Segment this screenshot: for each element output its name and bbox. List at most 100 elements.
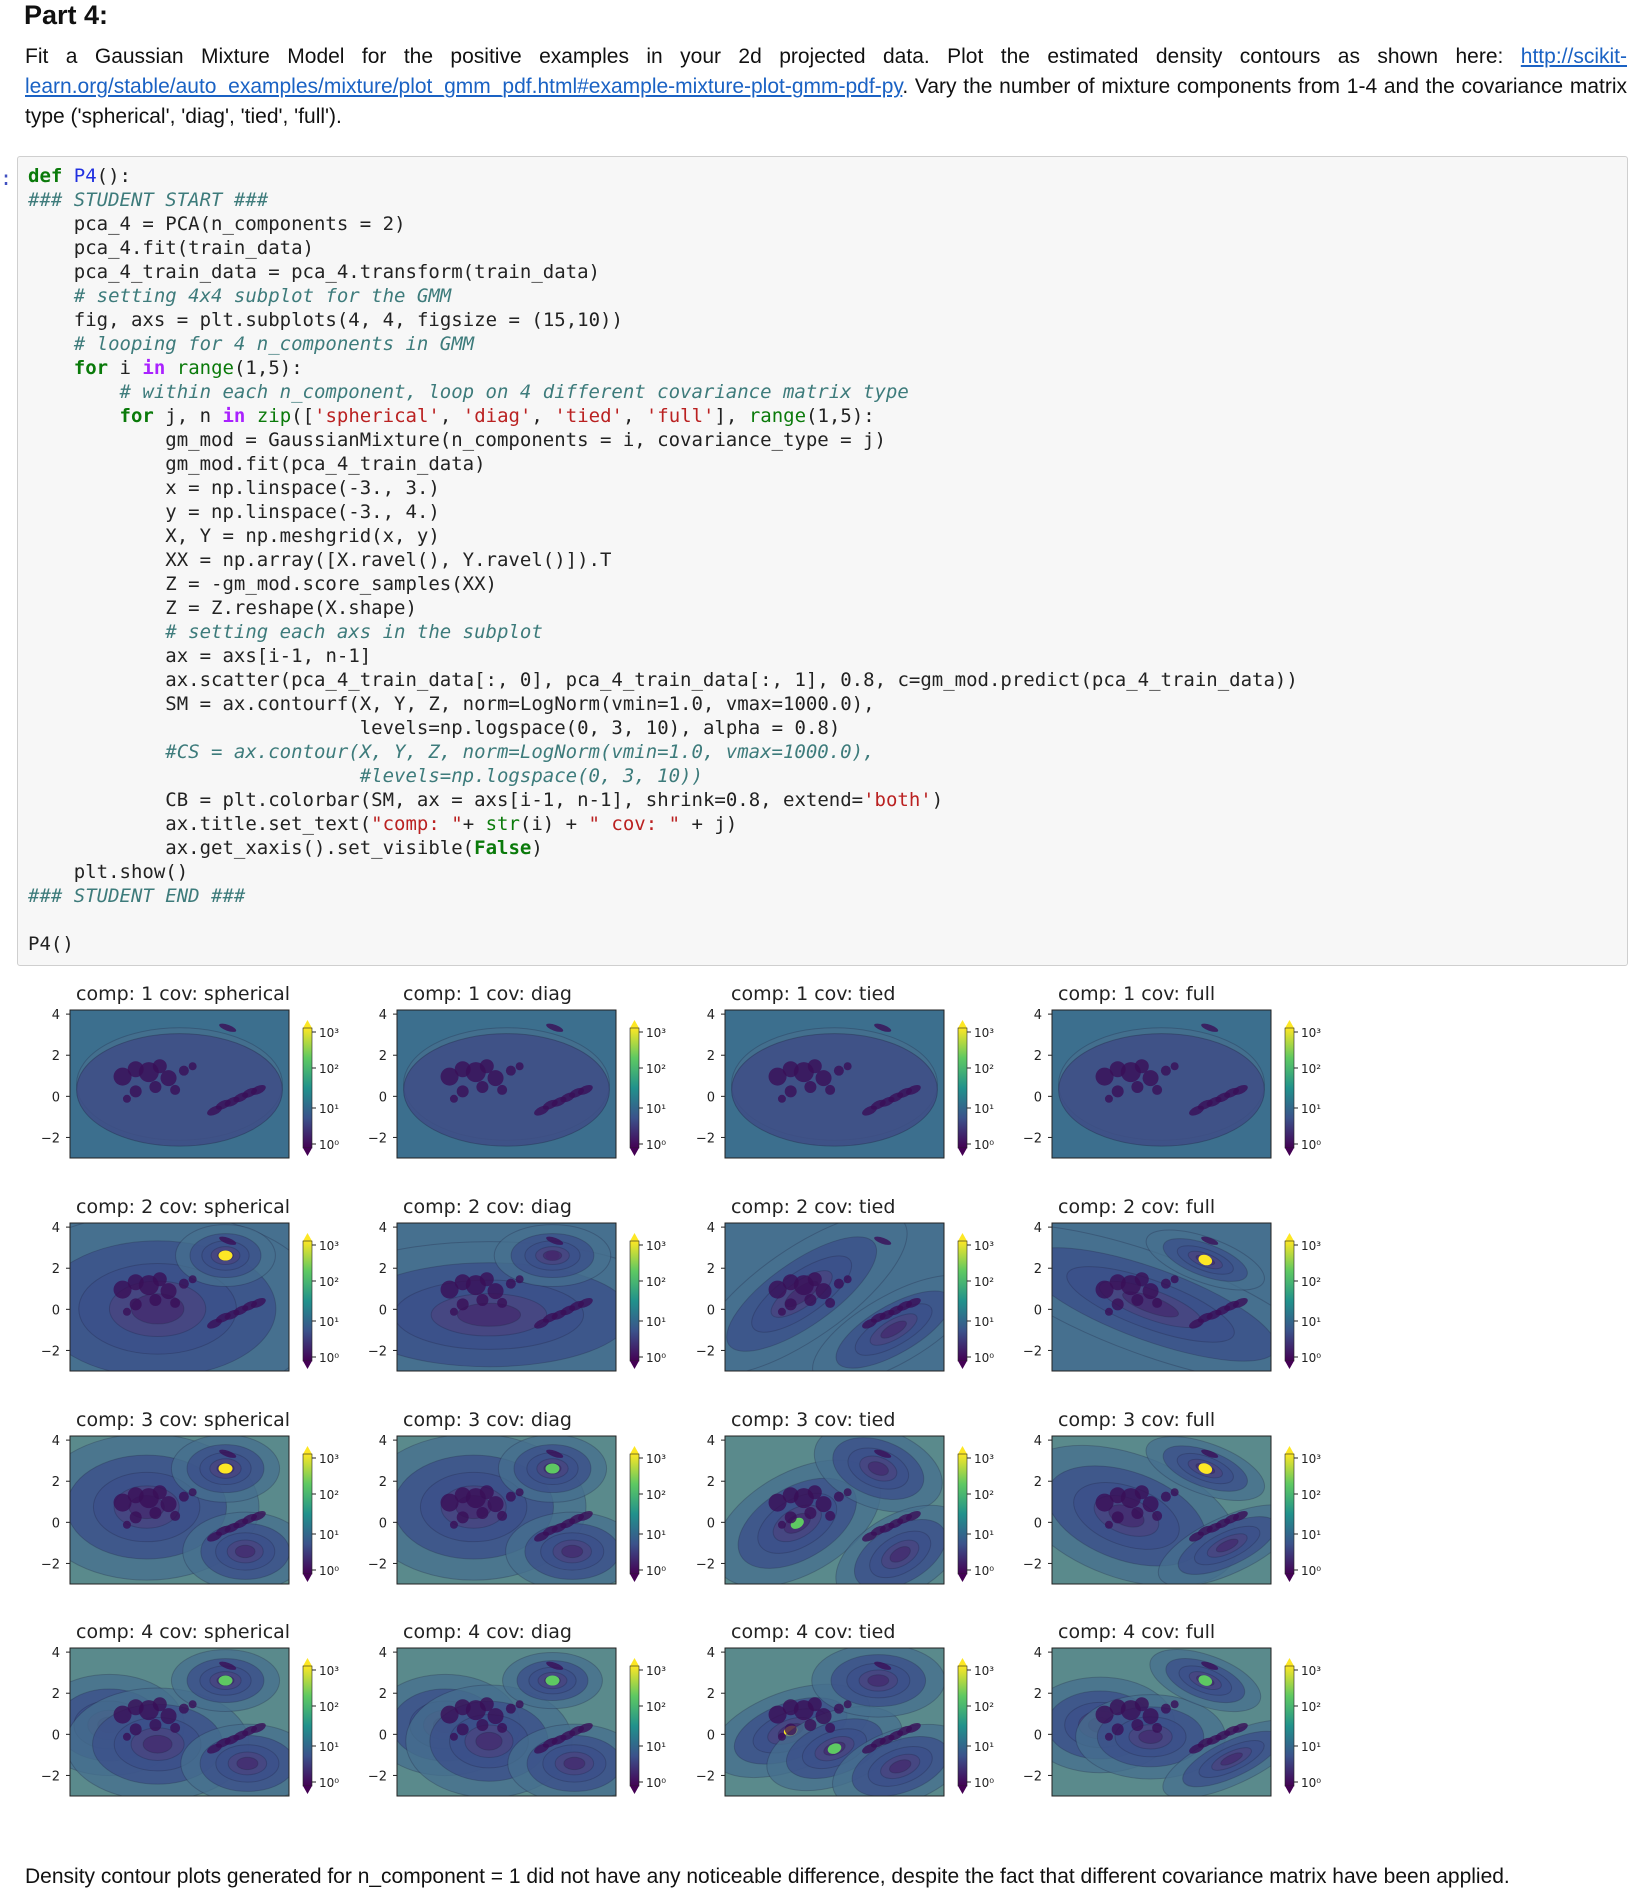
colorbar-tick-label: 10⁰ bbox=[319, 1351, 339, 1365]
y-tick-label: 2 bbox=[707, 1049, 715, 1064]
data-point-cluster bbox=[807, 1485, 822, 1500]
subplot-area bbox=[397, 1010, 616, 1158]
code-line: ax.get_xaxis().set_visible(False) bbox=[28, 836, 1298, 860]
data-point-cluster bbox=[1104, 1094, 1113, 1103]
colorbar-tick-label: 10¹ bbox=[974, 1315, 994, 1329]
code-token: plt.show() bbox=[28, 861, 189, 883]
data-point-cluster bbox=[768, 1280, 787, 1299]
sklearn-link[interactable]: http://scikit-learn.org/stable/auto_exam… bbox=[25, 45, 1627, 98]
subplot-area bbox=[725, 1010, 944, 1158]
code-editor[interactable]: def P4(): ### STUDENT START ### pca_4 = P… bbox=[28, 164, 1298, 956]
colorbar-extend-bottom bbox=[630, 1574, 639, 1582]
density-contour bbox=[889, 1759, 912, 1774]
code-line: pca_4 = PCA(n_components = 2) bbox=[28, 212, 1298, 236]
data-point-cluster bbox=[149, 1506, 162, 1519]
colorbar-extend-bottom bbox=[958, 1574, 967, 1582]
code-token: ([ bbox=[291, 405, 315, 427]
y-tick-label: 0 bbox=[707, 1090, 715, 1105]
code-cell[interactable]: def P4(): ### STUDENT START ### pca_4 = P… bbox=[17, 156, 1628, 966]
y-tick-label: −2 bbox=[368, 1557, 387, 1572]
code-token: ax = axs[i- bbox=[28, 645, 292, 667]
code-token: XX = np.array([X.ravel(), Y.ravel()]).T bbox=[28, 549, 612, 571]
code-token: ): bbox=[279, 357, 303, 379]
y-tick-label: 4 bbox=[707, 1646, 715, 1661]
data-point-cluster bbox=[219, 1449, 237, 1458]
data-point-cluster bbox=[1160, 1491, 1171, 1502]
subplot-panel: comp: 2 cov: diag 4 2 0 −2 10³ 10² 10¹ 10⁰ bbox=[368, 1196, 666, 1372]
code-token bbox=[62, 165, 73, 187]
code-token: 4. bbox=[405, 501, 429, 523]
data-point-cluster bbox=[149, 1718, 162, 1731]
code-token: #CS = ax.contour(X, Y, Z, norm=LogNorm(v… bbox=[28, 741, 875, 763]
data-point-cluster bbox=[784, 1085, 797, 1098]
code-token: + j) bbox=[680, 813, 738, 835]
data-point-cluster bbox=[874, 1661, 892, 1670]
code-token: #levels=np.logspace(0, 3, 10)) bbox=[28, 765, 703, 787]
intro-text-end: . Vary the number of mixture components … bbox=[25, 75, 1627, 128]
colorbar-extend-bottom bbox=[630, 1786, 639, 1794]
code-line: x = np.linspace(-3., 3.) bbox=[28, 476, 1298, 500]
density-contour bbox=[563, 1756, 586, 1771]
data-point-cluster bbox=[1152, 1084, 1163, 1095]
data-point-cluster bbox=[807, 1272, 822, 1287]
code-token: ) bbox=[931, 789, 944, 811]
data-point-cluster bbox=[497, 1084, 508, 1095]
y-tick-label: 0 bbox=[379, 1303, 387, 1318]
colorbar bbox=[957, 1665, 968, 1787]
data-point-cluster bbox=[449, 1307, 458, 1316]
code-token: # setting 4x4 subplot for the GMM bbox=[28, 285, 452, 307]
data-point-cluster bbox=[784, 1511, 797, 1524]
y-tick-label: 0 bbox=[707, 1303, 715, 1318]
subplot-frame bbox=[1051, 1222, 1272, 1372]
code-line: # looping for 4 n_components in GMM bbox=[28, 332, 1298, 356]
data-point-cluster bbox=[129, 1723, 142, 1736]
y-tick-label: 2 bbox=[52, 1475, 60, 1490]
subplot-panel: comp: 1 cov: full 4 2 0 −2 10³ 10² 10¹ 10⁰ bbox=[1023, 983, 1321, 1159]
code-token: 'diag' bbox=[462, 405, 532, 427]
colorbar bbox=[302, 1027, 313, 1149]
data-point-cluster bbox=[219, 1023, 237, 1032]
colorbar-tick-label: 10¹ bbox=[646, 1315, 666, 1329]
code-token: Z = -gm_mod.score_samples(XX) bbox=[28, 573, 497, 595]
y-tick-label: 2 bbox=[1034, 1262, 1042, 1277]
data-point-cluster bbox=[497, 1722, 508, 1733]
y-tick-label: −2 bbox=[696, 1131, 715, 1146]
y-tick-label: −2 bbox=[696, 1344, 715, 1359]
data-point-cluster bbox=[804, 1080, 817, 1093]
code-line: XX = np.array([X.ravel(), Y.ravel()]).T bbox=[28, 548, 1298, 572]
code-token: , n- bbox=[302, 645, 349, 667]
density-peak bbox=[545, 1675, 560, 1686]
y-tick-label: −2 bbox=[696, 1557, 715, 1572]
y-tick-label: 4 bbox=[52, 1008, 60, 1023]
data-point-cluster bbox=[479, 1272, 494, 1287]
y-tick-label: 2 bbox=[1034, 1475, 1042, 1490]
y-tick-label: 4 bbox=[379, 1221, 387, 1236]
data-point-cluster bbox=[777, 1307, 786, 1316]
data-point-cluster bbox=[188, 1488, 197, 1497]
colorbar-tick-label: 10³ bbox=[974, 1452, 994, 1466]
data-point-cluster bbox=[456, 1723, 469, 1736]
colorbar-tick-label: 10¹ bbox=[319, 1315, 339, 1329]
y-tick-label: 4 bbox=[52, 1646, 60, 1661]
y-tick-label: −2 bbox=[41, 1344, 60, 1359]
data-point-cluster bbox=[476, 1718, 489, 1731]
data-point-cluster bbox=[546, 1236, 564, 1245]
y-tick-label: −2 bbox=[1023, 1557, 1042, 1572]
colorbar-extend-bottom bbox=[303, 1786, 312, 1794]
y-tick-label: −2 bbox=[368, 1769, 387, 1784]
colorbar-tick-label: 10² bbox=[646, 1062, 666, 1076]
code-token: for bbox=[119, 405, 154, 427]
data-point-cluster bbox=[1160, 1065, 1171, 1076]
data-point-cluster bbox=[122, 1307, 131, 1316]
colorbar bbox=[629, 1665, 640, 1787]
code-token: pca_4_train_data = pca_4.transform(train… bbox=[28, 261, 600, 283]
data-point-cluster bbox=[250, 1510, 266, 1521]
y-tick-label: 0 bbox=[707, 1728, 715, 1743]
data-point-cluster bbox=[1160, 1278, 1171, 1289]
subplot-area bbox=[70, 1223, 289, 1371]
y-tick-label: −2 bbox=[368, 1131, 387, 1146]
data-point-cluster bbox=[1170, 1488, 1179, 1497]
code-token: ], bbox=[714, 405, 749, 427]
data-point-cluster bbox=[113, 1280, 132, 1299]
subplot-title: comp: 4 cov: diag bbox=[403, 1621, 572, 1643]
